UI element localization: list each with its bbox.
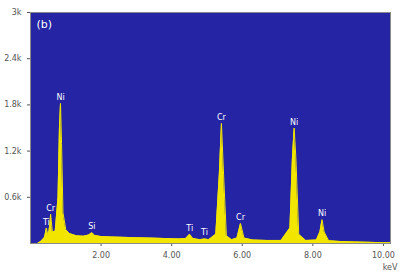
svg-text:Ti: Ti xyxy=(185,224,193,233)
svg-text:6.00: 6.00 xyxy=(233,251,251,260)
svg-text:2.4k: 2.4k xyxy=(4,54,22,63)
svg-text:2.00: 2.00 xyxy=(92,251,110,260)
svg-text:Ti: Ti xyxy=(42,218,50,227)
svg-text:4.00: 4.00 xyxy=(163,251,181,260)
svg-text:10.00: 10.00 xyxy=(372,251,395,260)
svg-text:Ni: Ni xyxy=(290,118,298,127)
svg-text:Si: Si xyxy=(88,222,95,231)
svg-text:1.2k: 1.2k xyxy=(4,147,22,156)
svg-text:1.8k: 1.8k xyxy=(4,100,22,109)
svg-text:Ni: Ni xyxy=(56,93,64,102)
svg-text:(b): (b) xyxy=(37,18,53,31)
svg-text:3k: 3k xyxy=(12,8,22,17)
svg-text:keV: keV xyxy=(383,263,398,272)
svg-text:Cr: Cr xyxy=(46,204,56,213)
svg-text:Ni: Ni xyxy=(318,209,326,218)
svg-text:Cr: Cr xyxy=(217,113,227,122)
svg-text:0.6k: 0.6k xyxy=(4,193,22,202)
svg-text:8.00: 8.00 xyxy=(304,251,322,260)
svg-text:Cr: Cr xyxy=(236,213,246,222)
svg-text:Ti: Ti xyxy=(200,228,208,237)
